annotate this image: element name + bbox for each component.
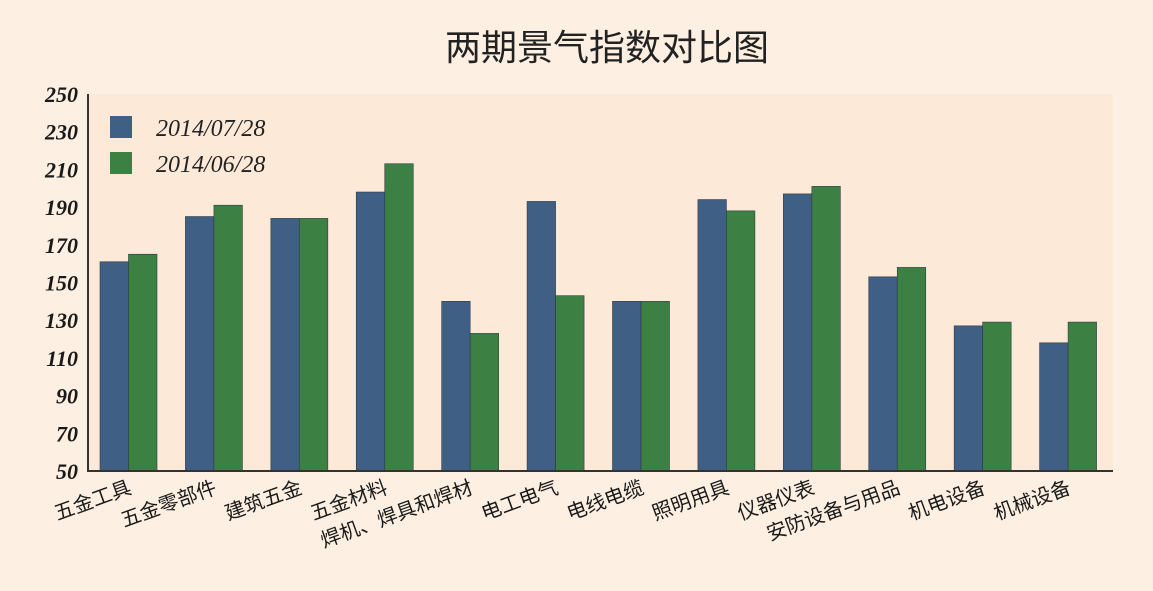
bar-series-1-5 (441, 301, 471, 472)
bar-series-2-2 (213, 204, 243, 472)
y-tick-labels: 250 230 210 190 170 150 130 110 90 70 50 (44, 82, 78, 484)
bar-series-2-12 (1067, 321, 1097, 472)
bar-series-1-6 (526, 201, 556, 472)
x-tick-label: 电线电缆 (563, 475, 646, 525)
legend: 2014/07/28 2014/06/28 (110, 116, 265, 178)
x-tick-label: 建筑五金 (222, 475, 305, 525)
bar-series-1-11 (953, 325, 983, 472)
y-tick-label: 150 (45, 271, 78, 296)
bar-series-1-7 (612, 301, 642, 472)
bar-series-2-10 (896, 267, 927, 472)
bar-series-2-6 (555, 295, 585, 472)
bar-series-2-8 (726, 210, 756, 472)
bars-layer (99, 163, 1097, 472)
x-tick-label: 照明用具 (649, 475, 732, 525)
y-tick-label: 70 (56, 421, 78, 446)
y-tick-label: 230 (44, 120, 78, 145)
bar-series-2-3 (299, 218, 329, 472)
bar-series-1-3 (270, 218, 300, 472)
bar-series-1-10 (868, 276, 898, 472)
bar-series-1-4 (355, 191, 386, 472)
y-tick-label: 130 (45, 308, 78, 333)
y-tick-label: 250 (44, 82, 78, 107)
bar-series-1-12 (1039, 342, 1069, 472)
bar-series-2-4 (384, 163, 414, 472)
bar-series-1-9 (783, 193, 813, 472)
y-tick-label: 170 (45, 233, 78, 258)
x-tick-label: 五金零部件 (117, 475, 219, 532)
bar-series-2-5 (469, 333, 499, 472)
chart-title: 两期景气指数对比图 (445, 28, 769, 69)
bar-series-1-1 (99, 261, 129, 472)
bar-series-1-8 (697, 199, 727, 472)
y-tick-label: 90 (56, 384, 78, 409)
y-tick-label: 190 (45, 195, 78, 220)
bar-series-2-7 (640, 301, 670, 472)
bar-series-2-11 (982, 321, 1012, 472)
x-tick-label: 电工电气 (478, 475, 561, 525)
legend-swatch-1 (110, 116, 132, 138)
bar-series-2-1 (128, 253, 158, 472)
legend-label-2: 2014/06/28 (156, 152, 265, 178)
x-tick-label: 机电设备 (905, 475, 988, 525)
bar-series-2-9 (811, 186, 841, 472)
y-tick-label: 210 (44, 157, 78, 182)
y-tick-label: 50 (56, 459, 78, 484)
bar-series-1-2 (185, 216, 215, 472)
y-tick-label: 110 (46, 346, 78, 371)
plot-area (88, 94, 1113, 470)
legend-label-1: 2014/07/28 (156, 116, 265, 142)
legend-swatch-2 (110, 152, 132, 174)
x-tick-label: 机械设备 (990, 475, 1073, 525)
